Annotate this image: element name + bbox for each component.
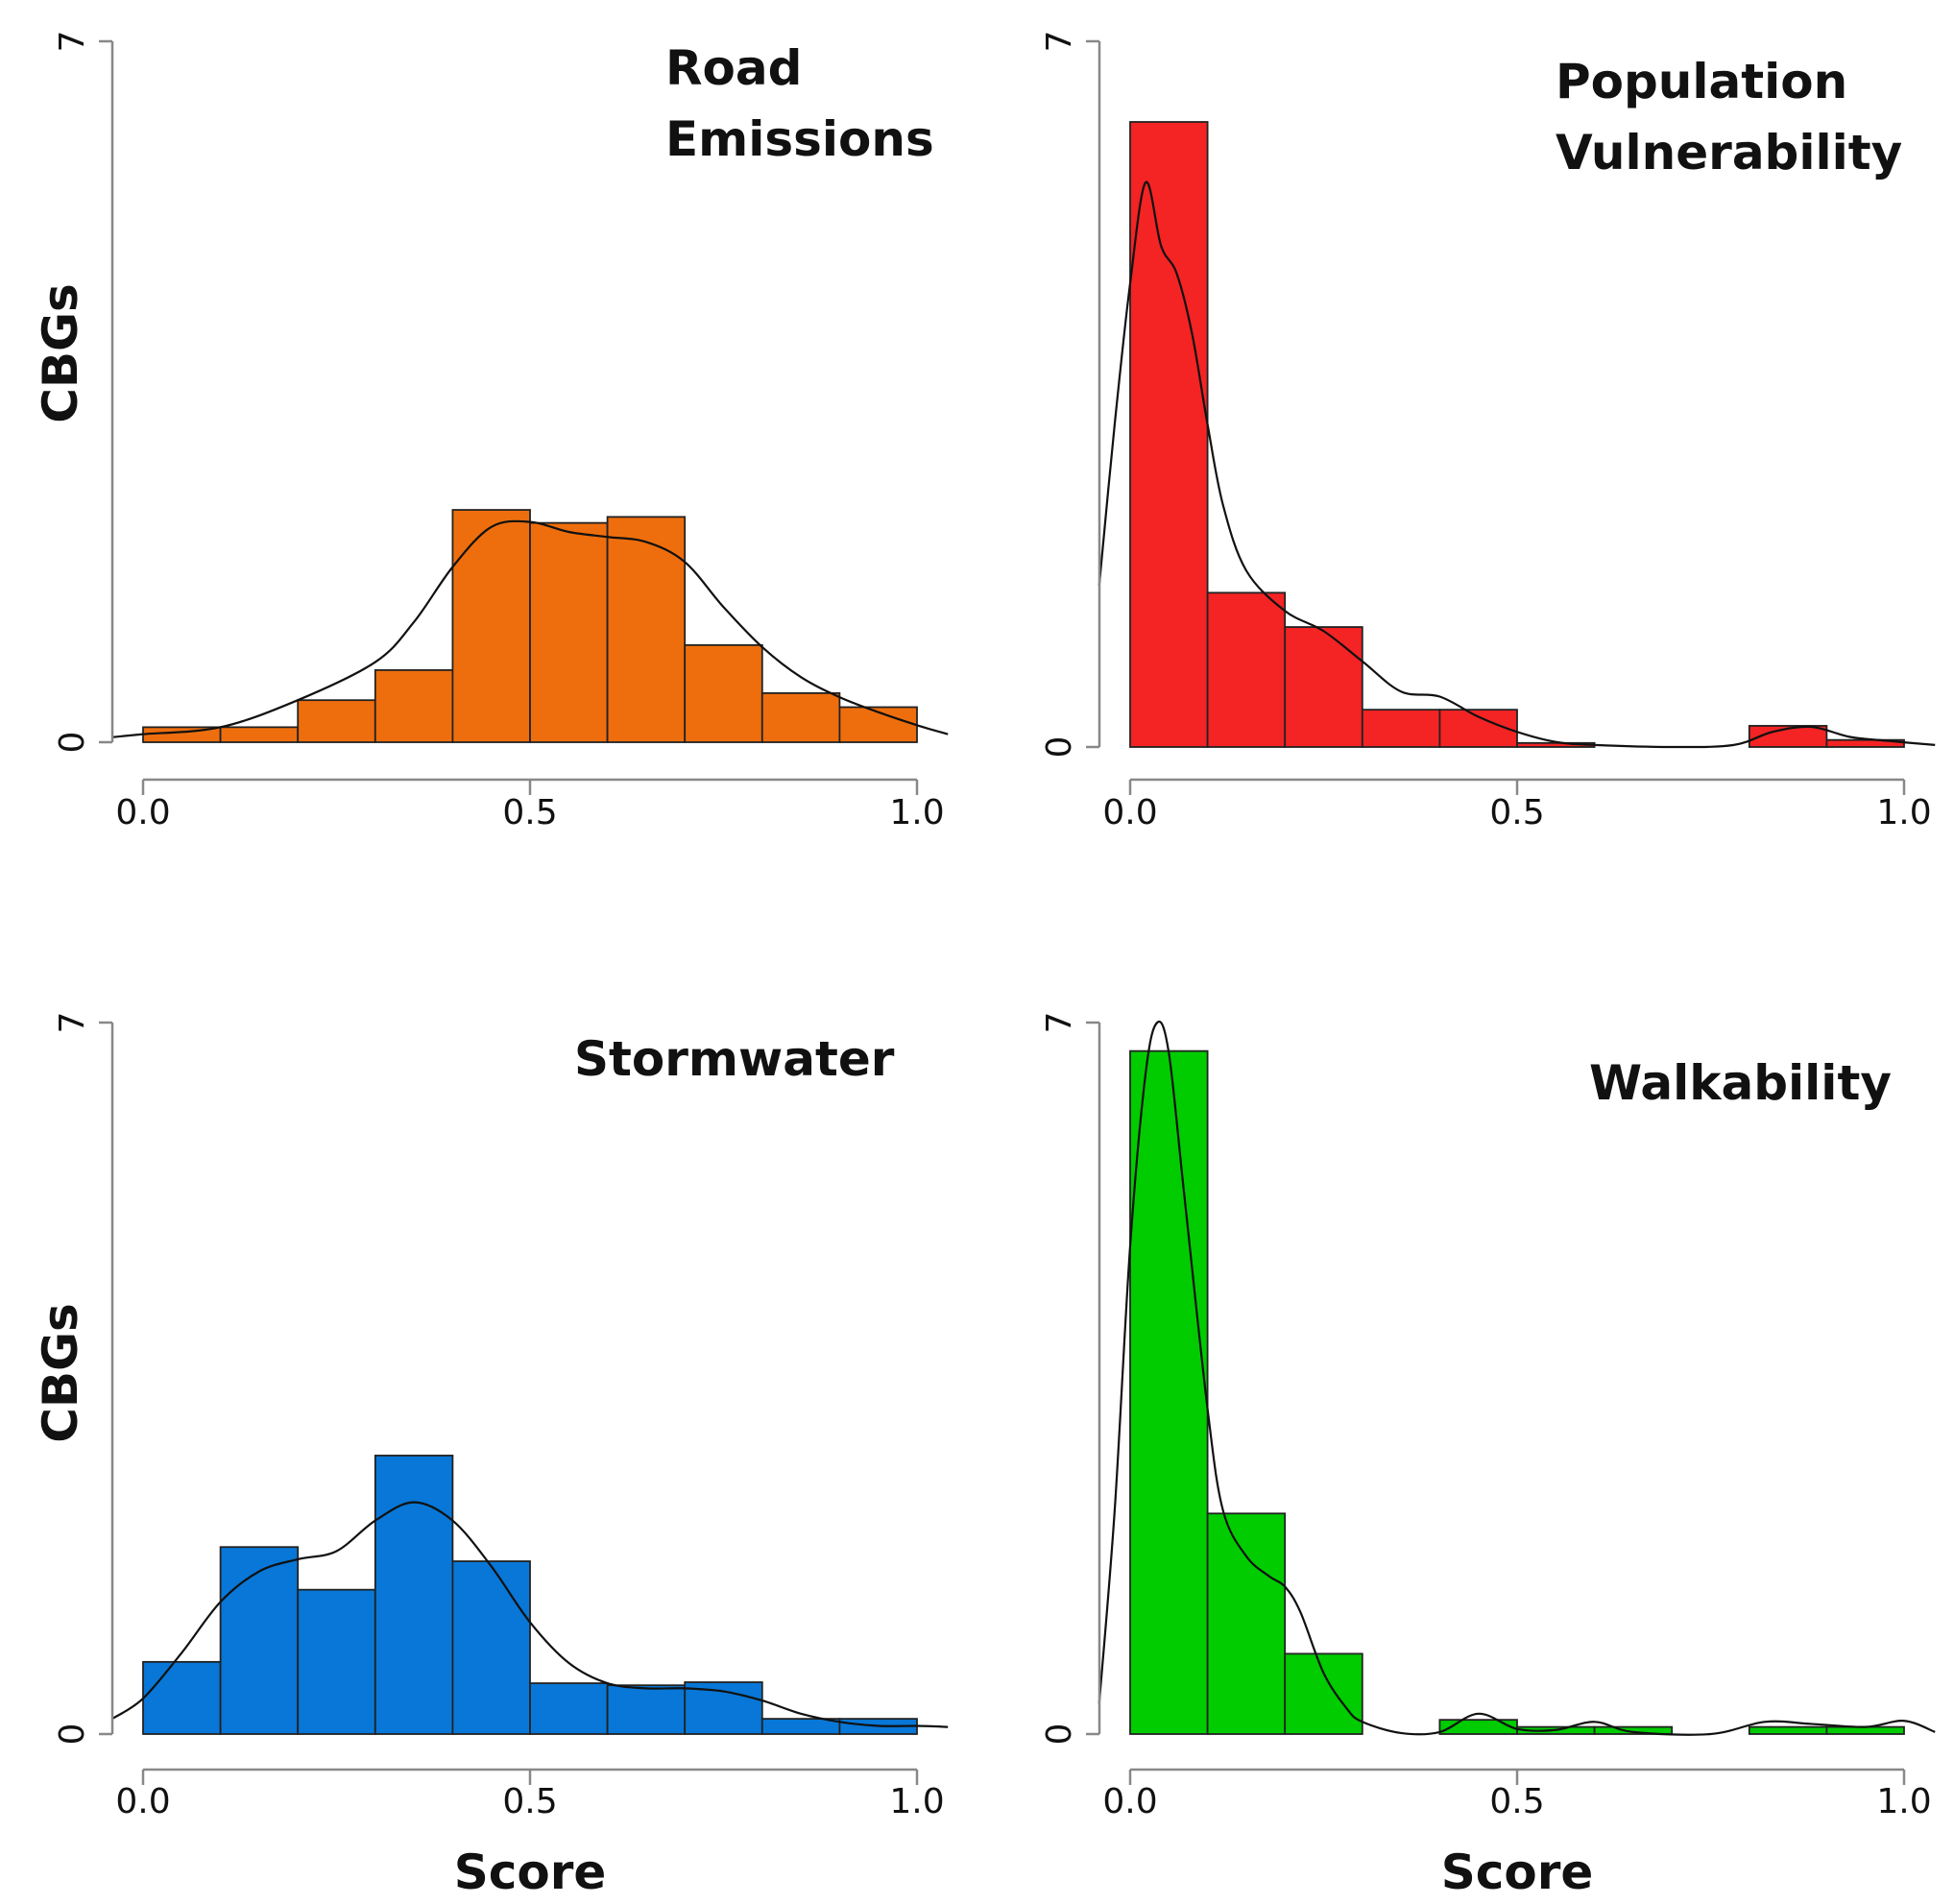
density-curve [1098, 1021, 1936, 1736]
x-tick-label: 0.5 [502, 1782, 557, 1821]
histogram-bar [451, 509, 531, 743]
density-curve [111, 519, 949, 738]
y-tick-label: 0 [1040, 736, 1079, 759]
panel-title: Emissions [665, 111, 934, 167]
chart-panel-3: 0 7 0.0 0.5 1.0 Stormwater CBGs Score [33, 1012, 949, 1900]
x-tick-label: 0.0 [115, 1782, 170, 1821]
histogram-bar [606, 1684, 687, 1735]
histogram-bar [1748, 1725, 1828, 1735]
x-tick-label: 0.0 [115, 793, 170, 832]
histogram-bar [1129, 121, 1209, 748]
histogram-bar [529, 1682, 609, 1735]
y-tick-label: 7 [1040, 1012, 1079, 1034]
histogram-bar [1748, 725, 1828, 748]
histogram-bar [374, 1455, 454, 1735]
density-curve [1098, 181, 1936, 749]
histogram-bar [760, 692, 841, 743]
y-tick-label: 7 [1040, 31, 1079, 53]
x-axis-title: Score [1441, 1844, 1594, 1900]
histogram-bar [760, 1718, 841, 1735]
histogram-bar [1284, 626, 1363, 748]
histogram-bar [219, 1546, 300, 1735]
chart-panel-1: 0 7 0.0 0.5 1.0 Road Emissions CBGs [33, 31, 949, 832]
x-tick-label: 0.0 [1102, 1782, 1157, 1821]
x-tick-label: 0.5 [502, 793, 557, 832]
histogram-bar [142, 1660, 222, 1735]
y-tick-label: 7 [53, 1012, 92, 1034]
histogram-bar [1206, 591, 1287, 748]
x-tick-label: 1.0 [889, 1782, 944, 1821]
histogram-bar [451, 1560, 531, 1735]
histogram-bar [529, 521, 609, 743]
histogram-bar [1825, 1725, 1905, 1735]
histogram-bar [1361, 709, 1441, 748]
histogram-bar [1129, 1049, 1209, 1735]
y-tick-label: 7 [53, 31, 92, 53]
histogram-bar [374, 669, 454, 743]
histogram-bar [684, 643, 763, 743]
histogram-bar [684, 1681, 763, 1735]
x-tick-label: 0.5 [1489, 1782, 1544, 1821]
panel-title: Population [1556, 54, 1847, 109]
panel-title: Vulnerability [1556, 125, 1902, 181]
x-tick-label: 0.5 [1489, 793, 1544, 832]
x-tick-label: 1.0 [889, 793, 944, 832]
y-axis-title: CBGs [33, 283, 88, 423]
x-tick-label: 0.0 [1102, 793, 1157, 832]
y-tick-label: 0 [53, 732, 92, 754]
y-axis-title: CBGs [33, 1303, 88, 1443]
chart-panel-2: 0 7 0.0 0.5 1.0 Population Vulnerability [1040, 31, 1936, 832]
panel-title: Stormwater [574, 1031, 895, 1087]
density-curve [111, 1501, 949, 1728]
histogram-bar [219, 726, 300, 743]
histogram-bar [606, 516, 687, 743]
x-tick-label: 1.0 [1876, 793, 1931, 832]
histogram-bar [1284, 1652, 1363, 1735]
chart-panel-4: 0 7 0.0 0.5 1.0 Walkability Score [1040, 1012, 1936, 1900]
panel-title: Walkability [1589, 1055, 1892, 1111]
histogram-bar [297, 699, 376, 743]
panel-title: Road [665, 40, 802, 96]
histogram-bar [1593, 1725, 1674, 1735]
x-tick-label: 1.0 [1876, 1782, 1931, 1821]
x-axis-title: Score [454, 1844, 607, 1900]
y-tick-label: 0 [53, 1723, 92, 1746]
histogram-bar [1206, 1512, 1287, 1735]
y-tick-label: 0 [1040, 1723, 1079, 1746]
histogram-bar [297, 1588, 376, 1735]
